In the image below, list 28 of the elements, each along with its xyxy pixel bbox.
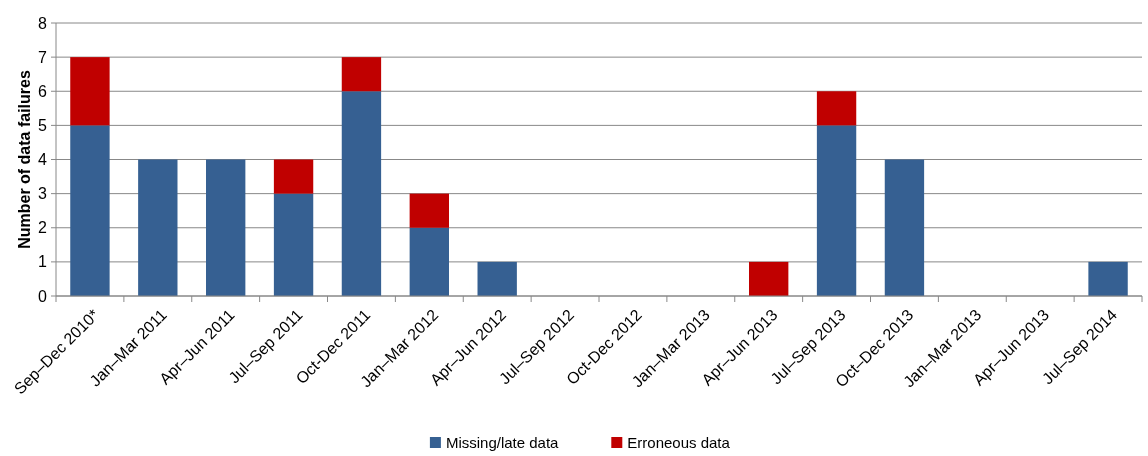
bar — [138, 159, 178, 296]
bar — [477, 261, 517, 296]
y-tick-label: 0 — [38, 287, 48, 305]
bar — [273, 159, 314, 194]
bar — [273, 193, 314, 296]
y-axis-title: Number of data failures — [16, 70, 33, 249]
bar — [70, 57, 110, 126]
bar — [341, 57, 382, 92]
bar — [749, 261, 789, 296]
bar — [409, 227, 449, 296]
y-tick-label: 2 — [38, 219, 48, 237]
y-tick-label: 8 — [38, 14, 48, 32]
bar — [70, 125, 110, 296]
bar — [206, 159, 246, 296]
y-tick-label: 4 — [38, 151, 48, 169]
legend-label: Erroneous data — [627, 434, 731, 451]
y-tick-label: 7 — [38, 48, 48, 66]
bar — [816, 125, 857, 296]
y-tick-label: 1 — [38, 253, 48, 271]
bar — [409, 193, 449, 228]
y-tick-label: 3 — [38, 185, 48, 203]
bar — [816, 91, 857, 126]
y-tick-label: 5 — [38, 116, 48, 134]
bar — [884, 159, 925, 296]
y-tick-label: 6 — [38, 82, 48, 100]
bar — [341, 91, 382, 296]
bar — [1088, 261, 1128, 296]
legend-label: Missing/late data — [445, 434, 560, 451]
